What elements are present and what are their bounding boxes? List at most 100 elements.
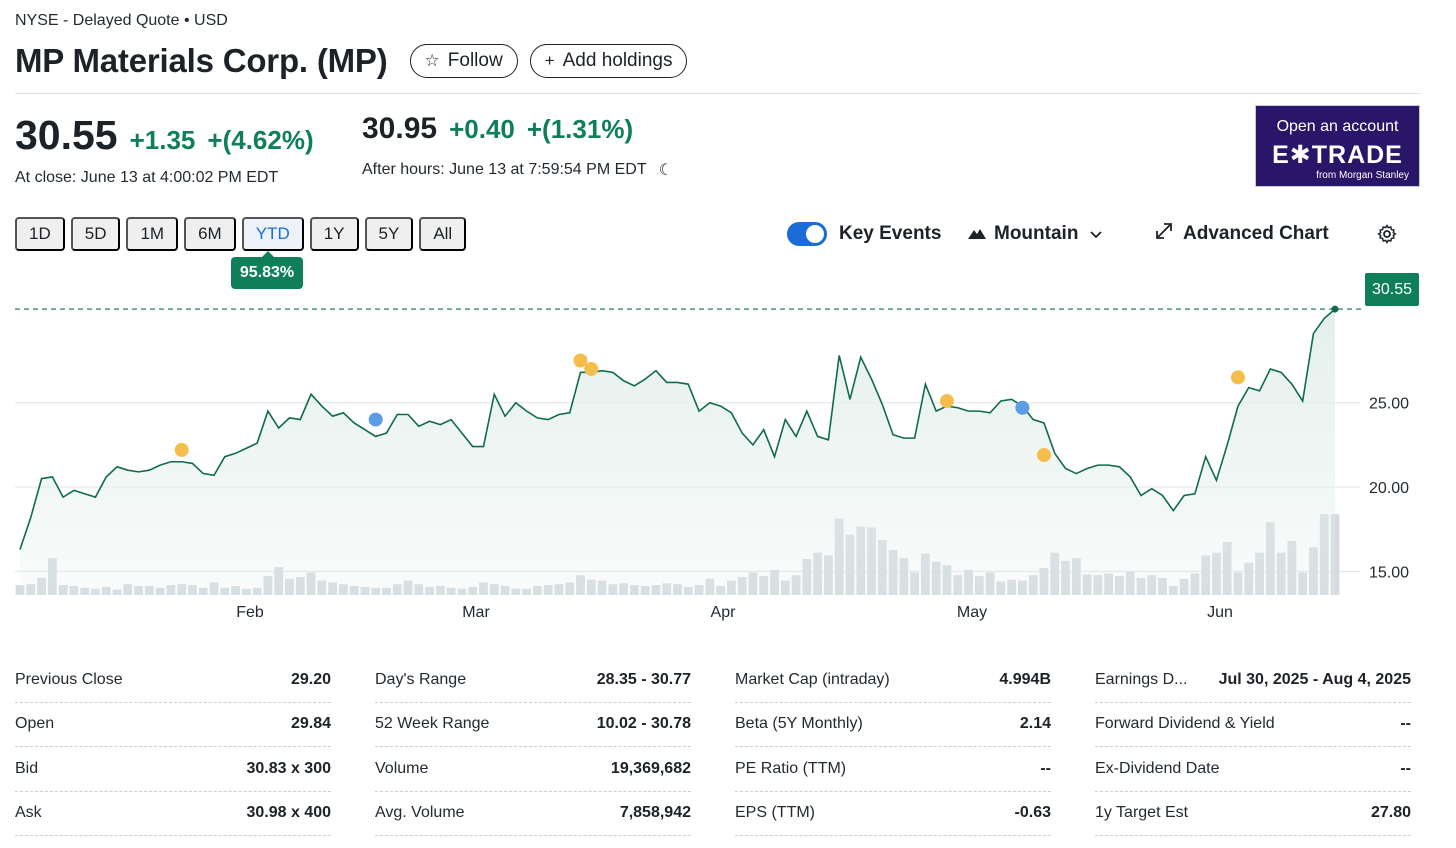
price-line: [19, 308, 1336, 550]
stat-label: Avg. Volume: [375, 804, 465, 822]
stat-label: 52 Week Range: [375, 715, 490, 733]
stat-row: PE Ratio (TTM) --: [735, 747, 1051, 792]
stat-value: 7,858,942: [619, 804, 691, 822]
stat-label: Previous Close: [15, 670, 123, 688]
close-change: +1.35: [129, 125, 196, 155]
last-price-tag: 30.55: [1365, 273, 1419, 306]
stats-col-4: Earnings D... Jul 30, 2025 - Aug 4, 2025 …: [1095, 658, 1411, 836]
etrade-ad[interactable]: Open an account E✱TRADE from Morgan Stan…: [1255, 105, 1420, 187]
follow-button[interactable]: ☆ Follow: [409, 44, 518, 78]
stat-label: Bid: [15, 759, 39, 777]
star-icon: ☆: [424, 51, 440, 70]
stat-row: Bid 30.83 x 300: [15, 747, 331, 792]
range-all[interactable]: All: [419, 217, 467, 251]
stat-value: 29.20: [290, 670, 331, 688]
stat-value: 29.84: [290, 715, 331, 733]
price-chart[interactable]: 25.00 20.00 15.00 Feb Mar Apr May Jun: [0, 270, 1456, 630]
stat-label: Forward Dividend & Yield: [1095, 715, 1275, 733]
stat-value: 30.83 x 300: [246, 759, 331, 777]
stat-row: Earnings D... Jul 30, 2025 - Aug 4, 2025: [1095, 658, 1411, 703]
stat-row: Ask 30.98 x 400: [15, 792, 331, 836]
stat-label: Volume: [375, 759, 429, 777]
earnings-event-marker: [1036, 447, 1051, 462]
close-change-pct: +(4.62%): [207, 125, 314, 155]
dividend-event-marker: [1015, 400, 1030, 415]
stat-row: Market Cap (intraday) 4.994B: [735, 658, 1051, 703]
key-events-toggle[interactable]: Key Events: [787, 218, 941, 250]
stat-label: Ask: [15, 804, 42, 822]
follow-label: Follow: [447, 50, 503, 71]
stat-value: 2.14: [1019, 715, 1051, 733]
stat-value: --: [1400, 759, 1411, 777]
gear-icon[interactable]: [1377, 218, 1397, 250]
range-1d[interactable]: 1D: [15, 217, 65, 251]
x-tick-label: Mar: [462, 604, 490, 621]
earnings-event-marker: [939, 394, 954, 409]
price-area: [20, 309, 1335, 595]
close-time: At close: June 13 at 4:00:02 PM EDT: [15, 169, 279, 186]
stat-value: 30.98 x 400: [246, 804, 331, 822]
stat-row: Open 29.84: [15, 703, 331, 747]
stats-col-3: Market Cap (intraday) 4.994B Beta (5Y Mon…: [735, 658, 1051, 836]
add-holdings-button[interactable]: + Add holdings: [529, 44, 688, 78]
y-tick-label: 25.00: [1369, 396, 1409, 413]
range-tabs: 1D 5D 1M 6M YTD 1Y 5Y All: [15, 217, 472, 251]
toggle-switch[interactable]: [787, 222, 827, 246]
range-5y[interactable]: 5Y: [364, 217, 414, 251]
range-5d[interactable]: 5D: [70, 217, 121, 251]
stat-label: Market Cap (intraday): [735, 670, 890, 688]
stat-row: Ex-Dividend Date --: [1095, 747, 1411, 792]
ad-line1: Open an account: [1276, 118, 1399, 135]
stat-value: 27.80: [1370, 804, 1411, 822]
key-events-label: Key Events: [839, 223, 942, 244]
stat-label: Earnings D...: [1095, 670, 1188, 688]
range-1m[interactable]: 1M: [126, 217, 179, 251]
chart-type-label: Mountain: [994, 223, 1079, 244]
range-1y[interactable]: 1Y: [309, 217, 359, 251]
company-title: MP Materials Corp. (MP): [15, 42, 388, 79]
quote-statistics: Previous Close 29.20 Open 29.84 Bid 30.83 x…: [15, 658, 1412, 836]
stat-row: 52 Week Range 10.02 - 30.78: [375, 703, 691, 747]
stat-label: EPS (TTM): [735, 804, 815, 822]
after-change-pct: +(1.31%): [526, 114, 634, 144]
dividend-event-marker: [368, 412, 383, 427]
chart-type-select[interactable]: Mountain: [968, 218, 1103, 250]
stat-label: Day's Range: [375, 670, 467, 688]
after-time: After hours: June 13 at 7:59:54 PM EDT: [362, 161, 647, 178]
stat-value: 19,369,682: [610, 759, 691, 777]
y-tick-label: 20.00: [1369, 480, 1409, 497]
stat-label: Beta (5Y Monthly): [735, 715, 863, 733]
after-change: +0.40: [449, 114, 515, 144]
stat-label: PE Ratio (TTM): [735, 759, 847, 777]
stats-col-2: Day's Range 28.35 - 30.77 52 Week Range 10…: [375, 658, 691, 836]
earnings-event-marker: [1230, 370, 1245, 385]
close-quote: 30.55 +1.35 +(4.62%) At close: June 13 a…: [15, 112, 314, 187]
after-hours-quote: 30.95 +0.40 +(1.31%) After hours: June 1…: [362, 112, 673, 180]
x-tick-label: Feb: [236, 604, 264, 621]
x-tick-label: May: [957, 604, 987, 621]
header-divider: [15, 93, 1421, 94]
range-ytd[interactable]: YTD: [241, 217, 304, 251]
advanced-chart-button[interactable]: Advanced Chart: [1155, 218, 1329, 250]
stat-label: 1y Target Est: [1095, 804, 1189, 822]
after-price: 30.95: [362, 112, 438, 145]
x-tick-label: Apr: [711, 604, 737, 621]
stat-value: 4.994B: [999, 670, 1051, 688]
close-price: 30.55: [15, 112, 118, 158]
stat-value: --: [1400, 715, 1411, 733]
range-6m[interactable]: 6M: [184, 217, 236, 251]
earnings-event-marker: [573, 353, 588, 368]
stat-label: Ex-Dividend Date: [1095, 759, 1220, 777]
stat-row: Previous Close 29.20: [15, 658, 331, 703]
title-row: MP Materials Corp. (MP) ☆ Follow + Add h…: [15, 42, 688, 80]
stat-value: --: [1040, 759, 1051, 777]
earnings-event-marker: [584, 361, 599, 376]
stat-label: Open: [15, 715, 55, 733]
last-price-dot: [1331, 305, 1339, 313]
stat-row: Forward Dividend & Yield --: [1095, 703, 1411, 747]
exchange-line: NYSE - Delayed Quote • USD: [15, 12, 228, 29]
stat-row: EPS (TTM) -0.63: [735, 792, 1051, 836]
stat-row: Avg. Volume 7,858,942: [375, 792, 691, 836]
stat-row: Beta (5Y Monthly) 2.14: [735, 703, 1051, 747]
stat-value: 28.35 - 30.77: [596, 670, 691, 688]
